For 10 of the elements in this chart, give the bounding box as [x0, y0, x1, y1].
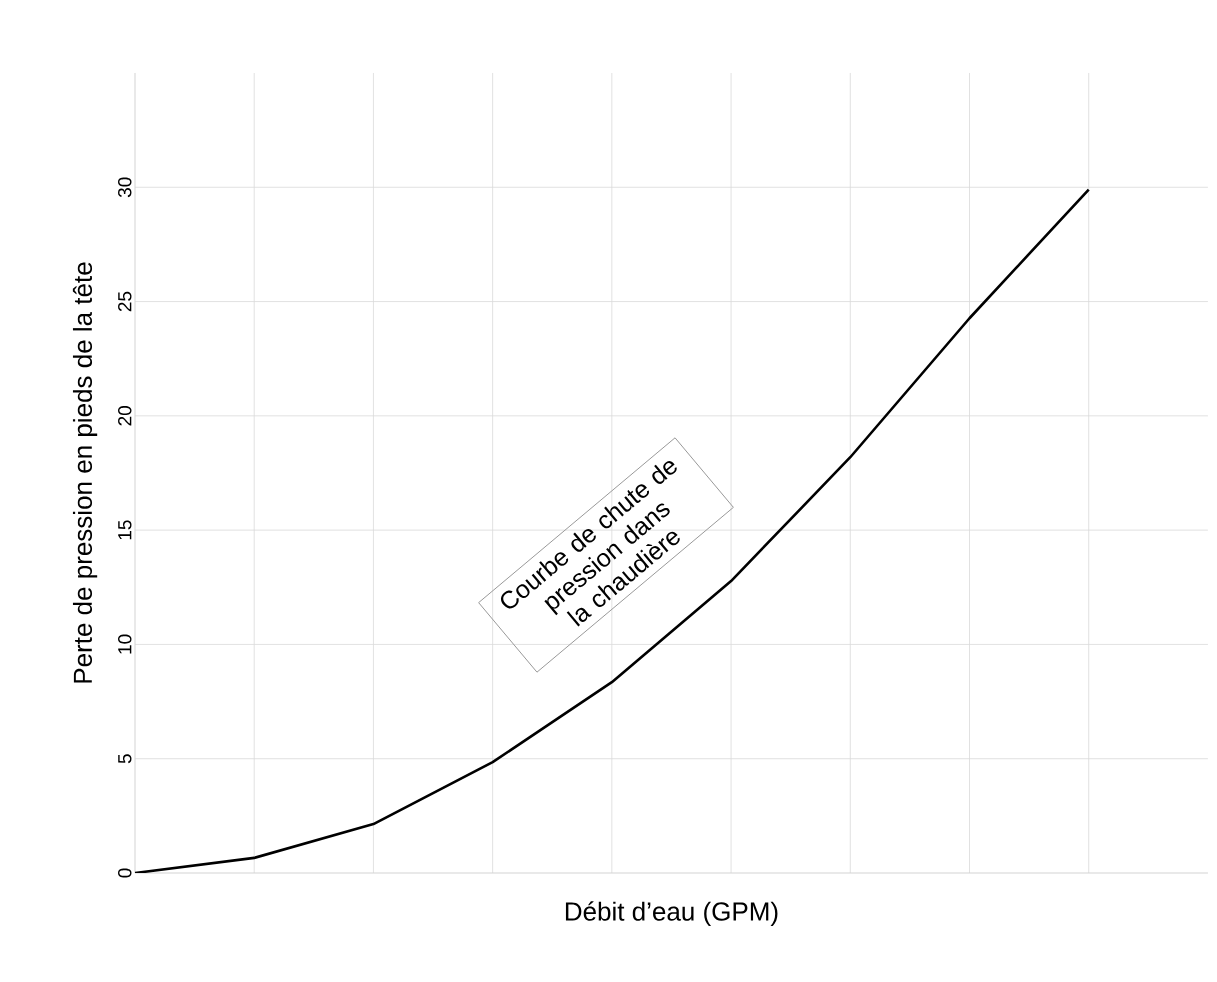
y-tick-label: 15: [118, 520, 132, 540]
y-axis-title: Perte de pression en pieds de la tête: [72, 262, 98, 683]
y-tick-label: 5: [118, 754, 132, 764]
line-series: [135, 188, 1091, 873]
y-tick-label: 10: [118, 634, 132, 654]
y-tick-label: 25: [118, 291, 132, 312]
y-tick-label: 20: [118, 406, 132, 426]
x-axis-title: Débit d’eau (GPM): [565, 901, 778, 926]
y-tick-label: 30: [118, 177, 132, 198]
y-tick-label: 0: [118, 868, 132, 878]
